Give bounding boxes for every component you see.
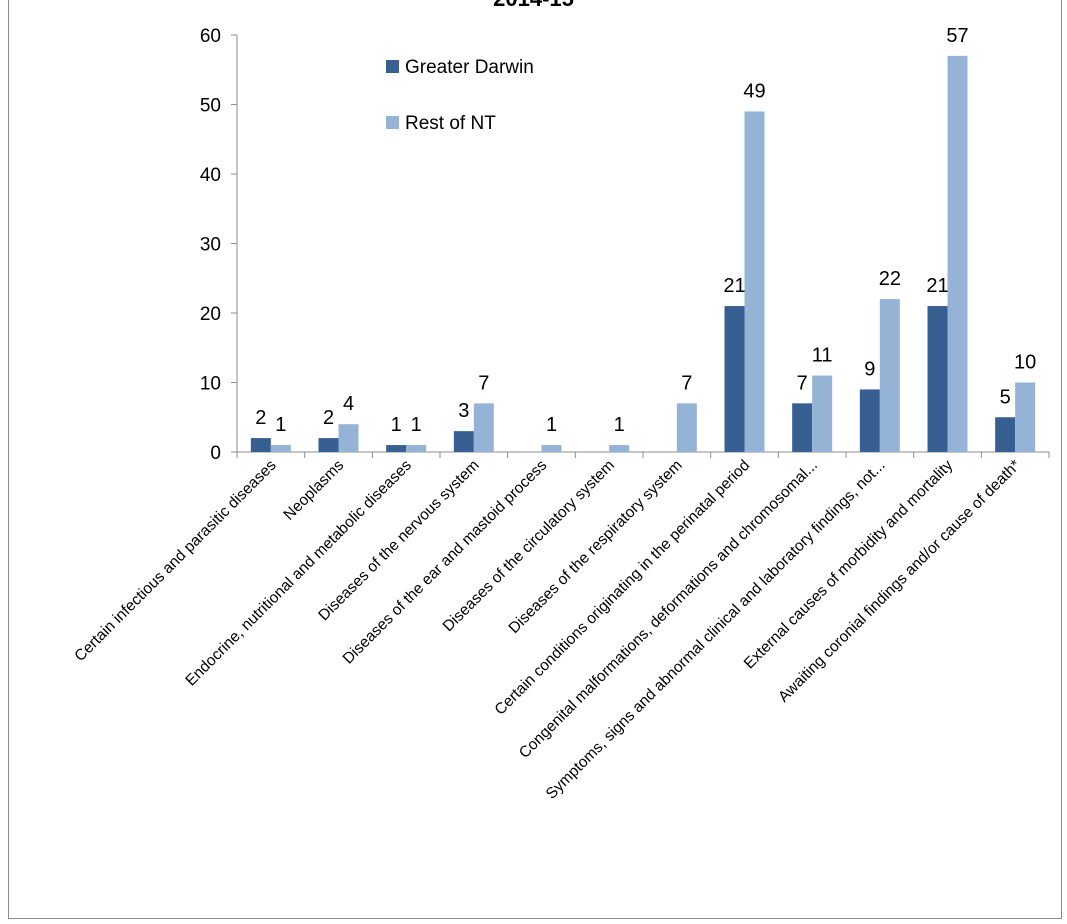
bar-rest-of-nt xyxy=(541,445,562,452)
data-label: 1 xyxy=(275,414,286,436)
data-label: 9 xyxy=(864,358,875,380)
bar-rest-of-nt xyxy=(270,445,291,452)
bar-greater-darwin xyxy=(724,306,745,452)
data-label: 1 xyxy=(391,414,402,436)
data-label: 1 xyxy=(546,414,557,436)
x-category-label: Symptoms, signs and abnormal clinical an… xyxy=(543,457,889,803)
legend-swatch xyxy=(386,116,399,129)
legend-swatch xyxy=(386,60,399,73)
bar-rest-of-nt xyxy=(812,375,833,452)
bar-greater-darwin xyxy=(792,403,813,452)
y-tick-label: 50 xyxy=(200,96,221,117)
chart-title: 2014-15 xyxy=(0,0,1067,12)
bar-rest-of-nt xyxy=(609,445,630,452)
y-tick-label: 40 xyxy=(200,165,221,186)
data-label: 11 xyxy=(812,345,833,367)
data-label: 1 xyxy=(614,414,625,436)
bar-rest-of-nt xyxy=(744,111,765,452)
data-label: 3 xyxy=(458,400,469,422)
x-category-label: Endocrine, nutritional and metabolic dis… xyxy=(182,457,415,690)
bar-rest-of-nt xyxy=(947,55,968,452)
chart-frame xyxy=(8,0,1062,919)
bar-greater-darwin xyxy=(927,306,948,452)
bar-greater-darwin xyxy=(453,431,474,452)
y-tick-label: 10 xyxy=(200,374,221,395)
data-label: 21 xyxy=(926,275,948,297)
data-label: 2 xyxy=(323,407,334,429)
bar-greater-darwin xyxy=(995,417,1016,452)
y-tick-label: 30 xyxy=(200,235,221,256)
data-label: 7 xyxy=(478,372,489,394)
data-label: 21 xyxy=(723,275,745,297)
bar-rest-of-nt xyxy=(676,403,697,452)
bar-greater-darwin xyxy=(318,438,339,452)
legend-label: Rest of NT xyxy=(405,113,496,134)
y-tick-label: 60 xyxy=(200,26,221,47)
legend-label: Greater Darwin xyxy=(405,57,534,78)
data-label: 1 xyxy=(411,414,422,436)
data-label: 4 xyxy=(343,393,354,415)
data-label: 7 xyxy=(681,372,692,394)
data-label: 49 xyxy=(743,80,765,102)
bar-rest-of-nt xyxy=(879,299,900,452)
y-tick-label: 0 xyxy=(210,443,221,464)
bar-greater-darwin xyxy=(859,389,880,452)
bar-rest-of-nt xyxy=(1015,382,1036,452)
x-category-label: Awaiting coronial findings and/or cause … xyxy=(775,457,1024,706)
data-label: 57 xyxy=(946,25,968,47)
bar-rest-of-nt xyxy=(406,445,427,452)
data-label: 5 xyxy=(1000,386,1011,408)
bar-greater-darwin xyxy=(386,445,407,452)
bar-rest-of-nt xyxy=(473,403,494,452)
data-label: 2 xyxy=(255,407,266,429)
data-label: 10 xyxy=(1014,352,1036,374)
x-category-label: Certain conditions originating in the pe… xyxy=(492,457,754,719)
data-label: 22 xyxy=(879,268,901,290)
x-category-label: Neoplasms xyxy=(280,457,347,524)
bar-rest-of-nt xyxy=(338,424,359,452)
bar-greater-darwin xyxy=(250,438,271,452)
y-tick-label: 20 xyxy=(200,304,221,325)
data-label: 7 xyxy=(797,372,808,394)
